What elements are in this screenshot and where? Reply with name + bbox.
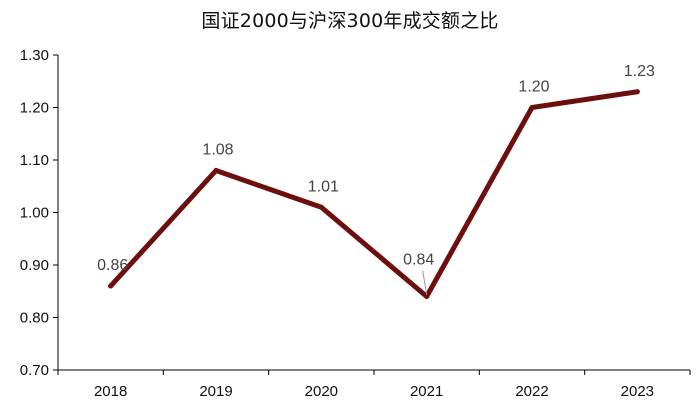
x-tick-label: 2018 xyxy=(94,383,127,400)
data-label-leader xyxy=(422,270,428,295)
data-point xyxy=(213,168,219,173)
data-label: 1.23 xyxy=(624,63,655,80)
y-tick-label: 1.10 xyxy=(20,152,49,169)
series-line xyxy=(108,89,640,299)
y-tick-label: 0.70 xyxy=(20,362,49,379)
y-tick-label: 0.90 xyxy=(20,257,49,274)
data-point xyxy=(529,105,535,110)
y-tick-label: 1.30 xyxy=(20,47,49,64)
chart-title: 国证2000与沪深300年成交额之比 xyxy=(201,10,499,32)
data-point xyxy=(108,283,114,289)
data-label: 0.86 xyxy=(97,257,128,274)
y-tick-label: 1.20 xyxy=(20,100,49,117)
x-tick-label: 2022 xyxy=(515,383,548,400)
x-tick-label: 2020 xyxy=(305,383,338,400)
data-label: 1.20 xyxy=(518,79,549,96)
data-label: 1.08 xyxy=(202,142,233,159)
y-tick-label: 1.00 xyxy=(20,205,49,222)
x-tick-label: 2023 xyxy=(621,383,654,400)
data-point xyxy=(424,294,430,299)
y-tick-label: 0.80 xyxy=(20,310,49,327)
data-point xyxy=(318,204,324,210)
x-tick-label: 2021 xyxy=(410,383,443,400)
x-tick-label: 2019 xyxy=(199,383,232,400)
data-label: 0.84 xyxy=(403,252,434,269)
data-point xyxy=(634,89,640,95)
data-label: 1.01 xyxy=(308,178,339,195)
